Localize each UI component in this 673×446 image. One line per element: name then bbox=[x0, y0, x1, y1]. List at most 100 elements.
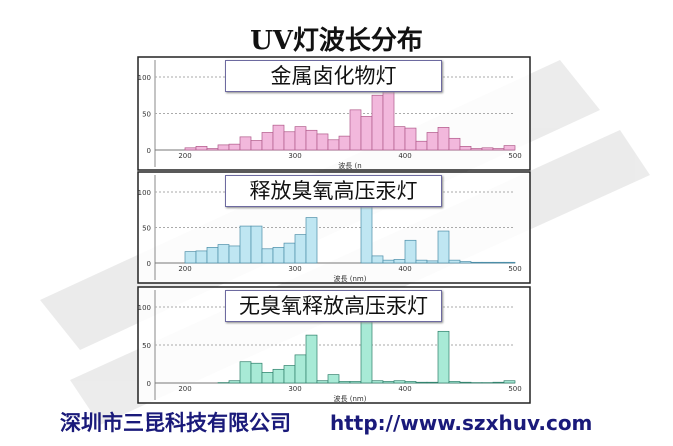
bar bbox=[283, 131, 296, 151]
bar bbox=[459, 381, 472, 384]
bar bbox=[437, 127, 450, 151]
bar bbox=[239, 136, 252, 151]
x-axis-label: 波長 (n bbox=[338, 161, 361, 170]
bar bbox=[184, 251, 197, 264]
bar bbox=[393, 380, 406, 384]
bar bbox=[481, 147, 494, 151]
y-tick-label: 100 bbox=[138, 304, 151, 312]
bar bbox=[503, 380, 516, 384]
bar bbox=[327, 374, 340, 384]
bar bbox=[283, 365, 296, 384]
x-tick-label: 300 bbox=[288, 265, 301, 273]
watermark-company: 深圳市三昆科技有限公司 bbox=[60, 411, 291, 435]
bar bbox=[261, 248, 274, 264]
bar bbox=[261, 132, 274, 151]
bar bbox=[437, 330, 450, 384]
bar bbox=[492, 261, 505, 264]
y-tick-label: 100 bbox=[138, 74, 151, 82]
bar bbox=[404, 127, 417, 151]
x-tick-label: 400 bbox=[398, 385, 411, 393]
bar bbox=[272, 247, 285, 264]
bar bbox=[426, 381, 439, 384]
bar bbox=[349, 109, 362, 151]
bar bbox=[371, 380, 384, 384]
chart-title-metal-halide: 金属卤化物灯 bbox=[225, 60, 442, 92]
bar bbox=[382, 259, 395, 264]
bar bbox=[250, 362, 263, 384]
bar bbox=[459, 146, 472, 151]
bar bbox=[206, 247, 219, 264]
bar bbox=[305, 334, 318, 384]
bar bbox=[272, 368, 285, 384]
x-tick-label: 400 bbox=[398, 265, 411, 273]
bar bbox=[228, 245, 241, 264]
bar bbox=[250, 140, 263, 151]
bar bbox=[382, 381, 395, 384]
bar bbox=[195, 146, 208, 151]
bar bbox=[393, 259, 406, 264]
y-tick-label: 0 bbox=[147, 147, 151, 155]
bar bbox=[349, 381, 362, 384]
x-tick-label: 200 bbox=[178, 152, 191, 160]
bar bbox=[492, 381, 505, 384]
bar bbox=[481, 261, 494, 264]
bar bbox=[448, 381, 461, 384]
x-tick-label: 500 bbox=[508, 265, 521, 273]
bar bbox=[393, 126, 406, 151]
bar bbox=[415, 140, 428, 151]
bar bbox=[228, 380, 241, 384]
bar bbox=[239, 361, 252, 384]
bar bbox=[503, 261, 516, 264]
bar bbox=[228, 143, 241, 151]
bar bbox=[448, 259, 461, 264]
bar bbox=[437, 230, 450, 264]
bar bbox=[503, 145, 516, 151]
bar bbox=[184, 147, 197, 151]
bar bbox=[294, 234, 307, 264]
bar bbox=[371, 255, 384, 264]
bar bbox=[327, 139, 340, 151]
bar bbox=[294, 354, 307, 384]
x-tick-label: 500 bbox=[508, 385, 521, 393]
bar bbox=[492, 148, 505, 151]
bar bbox=[415, 259, 428, 264]
bar bbox=[470, 261, 483, 264]
bar bbox=[316, 133, 329, 151]
y-tick-label: 50 bbox=[142, 225, 151, 233]
bar bbox=[316, 380, 329, 384]
chart-title-ozone-mercury: 释放臭氧高压汞灯 bbox=[225, 175, 442, 207]
y-tick-label: 50 bbox=[142, 342, 151, 350]
bar bbox=[338, 135, 351, 151]
x-tick-label: 500 bbox=[508, 152, 521, 160]
x-axis-label: 波長 (nm) bbox=[334, 274, 367, 283]
y-tick-label: 100 bbox=[138, 189, 151, 197]
y-tick-label: 0 bbox=[147, 260, 151, 268]
chart-title-ozone-free-mercury: 无臭氧释放高压汞灯 bbox=[225, 290, 442, 322]
bar bbox=[448, 137, 461, 151]
y-tick-label: 0 bbox=[147, 380, 151, 388]
bar bbox=[371, 94, 384, 151]
x-tick-label: 400 bbox=[398, 152, 411, 160]
bar bbox=[217, 244, 230, 264]
x-axis-label: 波長 (nm) bbox=[334, 394, 367, 403]
bar bbox=[404, 239, 417, 264]
bar bbox=[294, 126, 307, 151]
y-tick-label: 50 bbox=[142, 111, 151, 119]
watermark-url: http://www.szxhuv.com bbox=[330, 411, 593, 435]
bar bbox=[404, 381, 417, 384]
x-tick-label: 300 bbox=[288, 385, 301, 393]
bar bbox=[206, 148, 219, 151]
x-tick-label: 200 bbox=[178, 265, 191, 273]
bar bbox=[217, 144, 230, 151]
bar bbox=[360, 116, 373, 151]
bar bbox=[338, 381, 351, 384]
bar bbox=[195, 250, 208, 264]
x-tick-label: 300 bbox=[288, 152, 301, 160]
bar bbox=[426, 260, 439, 264]
bar bbox=[382, 87, 395, 151]
bar bbox=[261, 372, 274, 384]
bar bbox=[415, 381, 428, 384]
bar bbox=[283, 242, 296, 264]
bar bbox=[459, 261, 472, 264]
bar bbox=[305, 217, 318, 264]
